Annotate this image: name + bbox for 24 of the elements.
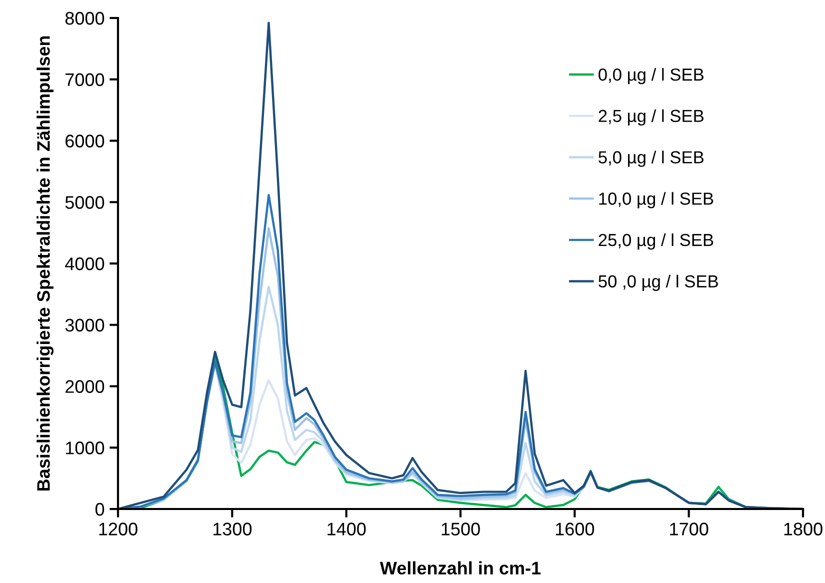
y-tick-label: 4000 <box>65 257 104 270</box>
y-tick-label: 7000 <box>66 73 104 86</box>
y-tick-label: 0 <box>95 502 104 516</box>
x-tick-label: 1500 <box>442 522 480 536</box>
y-tick-label: 2000 <box>66 380 104 393</box>
x-tick-label: 1600 <box>556 522 594 536</box>
y-tick-label: 6000 <box>66 134 104 148</box>
legend-label: 2,5 µg / l SEB <box>598 109 704 126</box>
x-tick-label: 1400 <box>328 522 366 536</box>
x-axis-title: Wellenzahl in cm-1 <box>380 561 541 575</box>
y-axis-title: Basislinienkorrigierte Spektraldichte in Zählimpulsen <box>36 36 54 491</box>
x-tick-label: 1700 <box>670 522 708 536</box>
legend-label: 5,0 µg / l SEB <box>598 150 704 167</box>
y-tick-label: 8000 <box>65 12 104 25</box>
y-tick-label: 1000 <box>66 442 104 454</box>
y-tick-label: 5000 <box>65 196 104 209</box>
x-tick-label: 1300 <box>213 522 252 536</box>
legend-label: 50 ,0 µg / l SEB <box>598 274 718 291</box>
x-tick-label: 1200 <box>99 522 138 536</box>
legend-label: 25,0 µg / l SEB <box>598 233 714 250</box>
legend-label: 10,0 µg / l SEB <box>599 192 714 208</box>
legend-label: 0,0 µg / l SEB <box>598 68 704 84</box>
y-tick-label: 3000 <box>65 318 104 332</box>
x-tick-label: 1800 <box>784 522 822 536</box>
